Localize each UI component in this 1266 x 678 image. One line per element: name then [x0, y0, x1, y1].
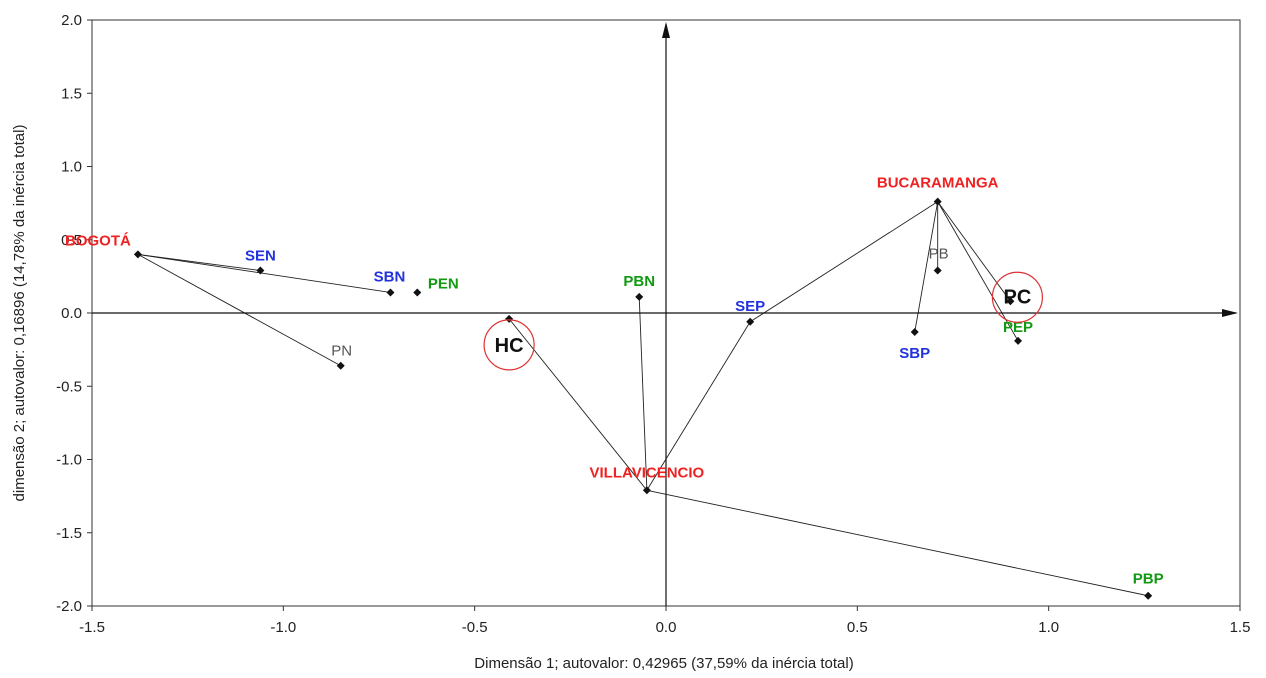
- label-pbn: PBN: [623, 273, 655, 290]
- point-bogota: [133, 250, 142, 259]
- label-pb: PB: [929, 246, 949, 263]
- y-axis-arrow: [662, 22, 670, 38]
- label-sen: SEN: [245, 248, 276, 265]
- link-villavicencio-pbp: [646, 489, 1149, 597]
- point-pbp: [1144, 591, 1153, 600]
- link-bucaramanga-pep: [937, 201, 1019, 342]
- label-pc: PC: [1004, 286, 1032, 308]
- point-pb: [933, 266, 942, 275]
- label-hc: HC: [495, 335, 524, 357]
- ticks-layer: -1.5 -1.0 -0.5 0.0 0.5 1.0 1.5 2.0 1.5 1.0 0.5 0.0 -…: [56, 12, 1250, 636]
- x-axis-arrow: [1222, 309, 1238, 317]
- label-sbn: SBN: [374, 268, 406, 285]
- y-tick-label: 1.0: [61, 159, 82, 176]
- y-tick-label: -1.5: [56, 525, 82, 542]
- label-sep: SEP: [735, 298, 765, 315]
- label-pbp: PBP: [1133, 571, 1164, 588]
- labels-layer: BOGOTÁ BUCARAMANGA VILLAVICENCIO SEN SBN SEP S…: [65, 175, 1164, 588]
- point-sbp: [910, 328, 919, 337]
- point-villavicencio: [642, 486, 651, 495]
- y-tick-label: 0.0: [61, 305, 82, 322]
- point-pen: [413, 288, 422, 297]
- link-bogota-pn: [137, 254, 341, 367]
- highlight-circle-hc: [483, 319, 535, 371]
- link-bucaramanga-sep: [749, 201, 938, 323]
- y-tick-label: 2.0: [61, 12, 82, 29]
- link-bogota-sbn: [137, 253, 391, 293]
- y-tick-label: -2.0: [56, 598, 82, 615]
- label-bucaramanga: BUCARAMANGA: [877, 175, 999, 192]
- points-layer: [133, 197, 1153, 600]
- y-tick-label: -0.5: [56, 378, 82, 395]
- label-pn: PN: [331, 343, 352, 360]
- axes-layer: [92, 22, 1238, 606]
- point-hc: [505, 314, 514, 323]
- x-tick-label: 0.0: [656, 619, 677, 636]
- x-tick-label: -1.0: [270, 619, 296, 636]
- x-axis-title: Dimensão 1; autovalor: 0,42965 (37,59% d…: [474, 655, 853, 672]
- point-pep: [1014, 336, 1023, 345]
- x-tick-label: 0.5: [847, 619, 868, 636]
- y-axis-title: dimensão 2; autovalor: 0,16896 (14,78% d…: [11, 125, 28, 502]
- point-bucaramanga: [933, 197, 942, 206]
- label-villavicencio: VILLAVICENCIO: [589, 464, 704, 481]
- point-pc: [1006, 297, 1015, 306]
- links-layer: [137, 201, 1149, 597]
- highlight-circle-pc: [991, 271, 1044, 323]
- x-tick-label: -0.5: [462, 619, 488, 636]
- point-sep: [746, 317, 755, 326]
- y-tick-label: 0.5: [61, 232, 82, 249]
- link-bucaramanga-sbp: [914, 201, 939, 333]
- link-villavicencio-pbn: [638, 296, 648, 491]
- x-tick-label: 1.0: [1038, 619, 1059, 636]
- label-pep: PEP: [1003, 319, 1033, 336]
- link-bucaramanga-pc: [937, 201, 1011, 302]
- point-sen: [256, 266, 265, 275]
- point-sbn: [386, 288, 395, 297]
- x-tick-label: -1.5: [79, 619, 105, 636]
- y-tick-label: 1.5: [61, 85, 82, 102]
- label-sbp: SBP: [899, 345, 930, 362]
- link-villavicencio-sep: [646, 321, 751, 491]
- x-tick-label: 1.5: [1230, 619, 1251, 636]
- link-villavicencio-hc: [508, 318, 648, 491]
- point-pn: [336, 361, 345, 370]
- label-pen: PEN: [428, 275, 459, 292]
- label-bogota: BOGOTÁ: [65, 232, 131, 249]
- y-tick-label: -1.0: [56, 452, 82, 469]
- point-pbn: [635, 292, 644, 301]
